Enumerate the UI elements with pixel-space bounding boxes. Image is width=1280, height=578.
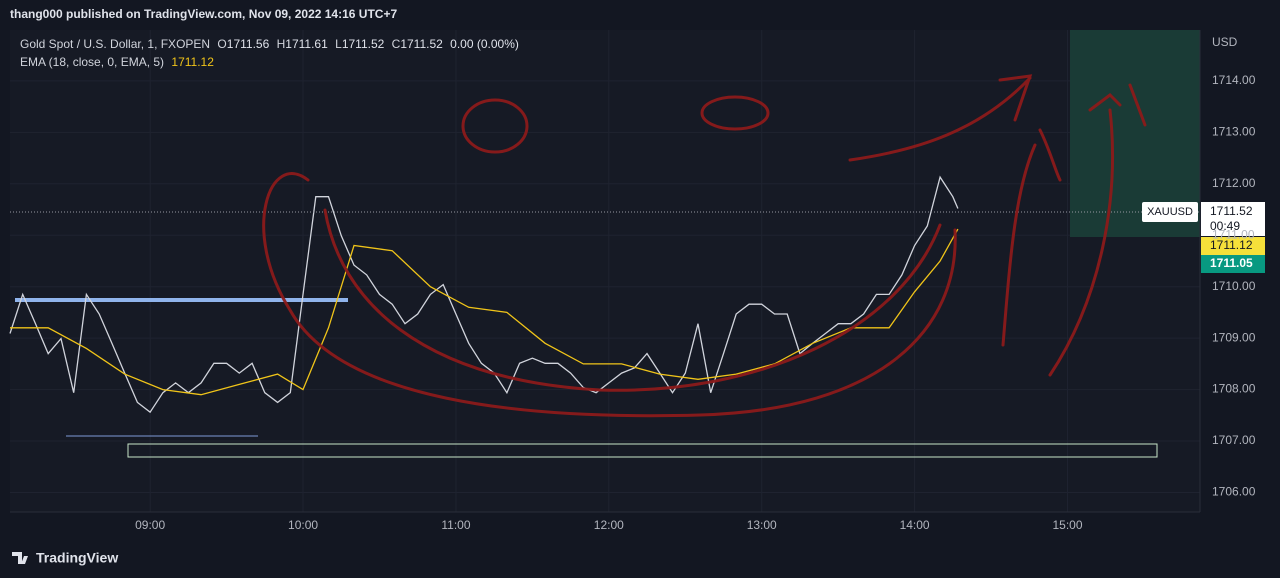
- ema-tag: [1201, 237, 1265, 255]
- arrow-drawing: [848, 74, 1033, 162]
- o-label: O: [217, 37, 226, 51]
- h-label: H: [277, 37, 286, 51]
- symbol-tag-text: XAUUSD: [1147, 206, 1193, 218]
- y-tick-label: 1710.00: [1212, 279, 1256, 293]
- x-tick-label: 11:00: [441, 518, 470, 532]
- open: 1711.56: [227, 37, 270, 51]
- bid-tag: [1201, 255, 1265, 273]
- cup-drawing: [262, 172, 957, 418]
- low: 1711.52: [342, 37, 385, 51]
- last-price-tag: [1201, 202, 1265, 236]
- x-tick-label: 15:00: [1052, 518, 1082, 532]
- y-tick-label: 1707.00: [1212, 433, 1256, 447]
- symbol-tag: [1142, 202, 1198, 222]
- support-zone: [127, 443, 1158, 458]
- series: [9, 175, 959, 414]
- cup-drawing-inner: [323, 208, 942, 392]
- x-tick-label: 14:00: [900, 518, 930, 532]
- x-tick-label: 10:00: [288, 518, 318, 532]
- y-tick-label: 1712.00: [1212, 176, 1256, 190]
- countdown: 00:49: [1210, 219, 1240, 233]
- arrow-drawing-2: [1001, 128, 1062, 347]
- circle-drawing: [461, 98, 529, 154]
- legend-row: Gold Spot / U.S. Dollar, 1, FXOPEN O1711…: [20, 37, 519, 51]
- x-tick-label: 09:00: [135, 518, 165, 532]
- y-tick-label: 1709.00: [1212, 330, 1256, 344]
- l-label: L: [335, 37, 342, 51]
- y-tick-label: 1706.00: [1212, 485, 1256, 499]
- y-tick-label: 1711.00: [1212, 227, 1255, 241]
- close: 1711.52: [400, 37, 443, 51]
- circle-drawing-2: [700, 95, 770, 131]
- x-tick-label: 13:00: [747, 518, 777, 532]
- price-line: [9, 175, 959, 414]
- ema-value: 1711.12: [171, 55, 214, 69]
- symbol: Gold Spot / U.S. Dollar, 1, FXOPEN: [20, 37, 210, 51]
- bid-price: 1711.05: [1210, 256, 1253, 270]
- publish-header: thang000 published on TradingView.com, N…: [10, 7, 397, 21]
- arrow-drawing-3: [1048, 83, 1147, 377]
- plot-area: [10, 30, 1200, 512]
- y-tick-label: 1708.00: [1212, 382, 1256, 396]
- c-label: C: [392, 37, 401, 51]
- last-price: 1711.52: [1210, 204, 1253, 218]
- y-tick-label: 1714.00: [1212, 73, 1256, 87]
- change: 0.00 (0.00%): [450, 37, 519, 51]
- footer-brand: TradingView: [36, 550, 118, 566]
- price-line: [10, 228, 959, 396]
- ema-price: 1711.12: [1210, 238, 1253, 252]
- high: 1711.61: [285, 37, 328, 51]
- ema-label: EMA (18, close, 0, EMA, 5): [20, 55, 164, 69]
- logo: [12, 552, 28, 564]
- grid: [10, 30, 1200, 512]
- y-tick-label: 1713.00: [1212, 125, 1256, 139]
- currency: USD: [1212, 35, 1238, 49]
- x-tick-label: 12:00: [594, 518, 624, 532]
- ema-legend: EMA (18, close, 0, EMA, 5) 1711.12: [20, 55, 214, 69]
